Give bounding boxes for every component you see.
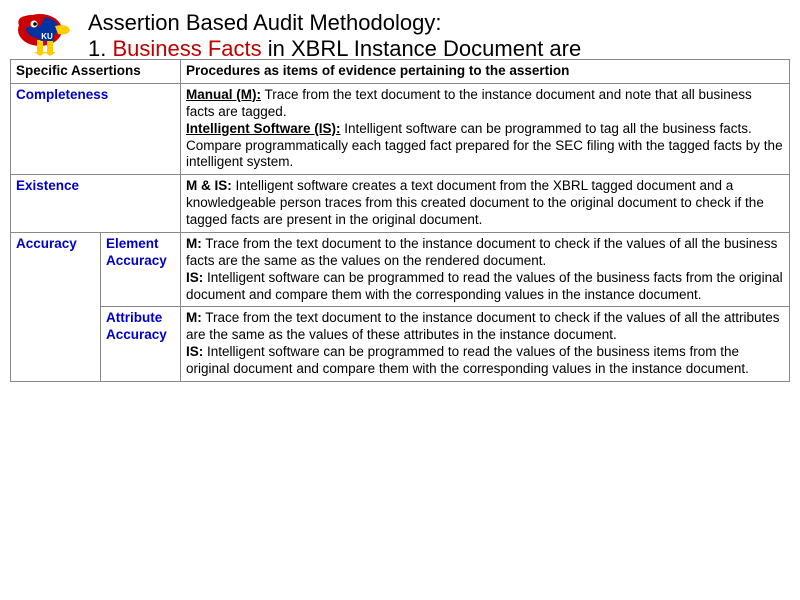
title-block: Assertion Based Audit Methodology: 1. Bu…: [88, 8, 581, 63]
title-number: 1.: [88, 36, 112, 61]
proc-label: M & IS:: [186, 178, 232, 193]
title-emphasis: Business Facts: [112, 36, 261, 61]
procedure-existence: M & IS: Intelligent software creates a t…: [181, 175, 790, 233]
assertions-table-container: Specific Assertions Procedures as items …: [0, 59, 800, 382]
table-header-row: Specific Assertions Procedures as items …: [11, 60, 790, 84]
assertion-attribute-accuracy: Attribute Accuracy: [101, 307, 181, 382]
row-completeness: Completeness Manual (M): Trace from the …: [11, 83, 790, 174]
proc-text: Intelligent software creates a text docu…: [186, 178, 764, 227]
proc-text: Trace from the text document to the inst…: [186, 310, 780, 342]
row-existence: Existence M & IS: Intelligent software c…: [11, 175, 790, 233]
proc-label: IS:: [186, 344, 203, 359]
assertion-element-accuracy: Element Accuracy: [101, 232, 181, 307]
procedure-completeness: Manual (M): Trace from the text document…: [181, 83, 790, 174]
title-continuation: in XBRL Instance Document are: [262, 36, 582, 61]
assertion-accuracy: Accuracy: [11, 232, 101, 381]
row-attribute-accuracy: Attribute Accuracy M: Trace from the tex…: [11, 307, 790, 382]
proc-label: M:: [186, 310, 202, 325]
proc-label: Intelligent Software (IS):: [186, 121, 341, 136]
proc-text: Intelligent software can be programmed t…: [186, 270, 783, 302]
header-procedures: Procedures as items of evidence pertaini…: [181, 60, 790, 84]
proc-text: Trace from the text document to the inst…: [186, 87, 752, 119]
proc-text: Trace from the text document to the inst…: [186, 236, 777, 268]
assertions-table: Specific Assertions Procedures as items …: [10, 59, 790, 382]
proc-label: Manual (M):: [186, 87, 261, 102]
header: KU Assertion Based Audit Methodology: 1.…: [0, 0, 800, 63]
title-line-2: 1. Business Facts in XBRL Instance Docum…: [88, 36, 581, 62]
row-element-accuracy: Accuracy Element Accuracy M: Trace from …: [11, 232, 790, 307]
procedure-attribute-accuracy: M: Trace from the text document to the i…: [181, 307, 790, 382]
proc-text: Intelligent software can be programmed t…: [186, 344, 749, 376]
header-assertions: Specific Assertions: [11, 60, 181, 84]
ku-jayhawk-logo-icon: KU: [10, 8, 80, 63]
title-line-1: Assertion Based Audit Methodology:: [88, 10, 581, 36]
proc-label: IS:: [186, 270, 203, 285]
proc-label: M:: [186, 236, 202, 251]
assertion-completeness: Completeness: [11, 83, 181, 174]
procedure-element-accuracy: M: Trace from the text document to the i…: [181, 232, 790, 307]
assertion-existence: Existence: [11, 175, 181, 233]
svg-text:KU: KU: [41, 32, 53, 41]
